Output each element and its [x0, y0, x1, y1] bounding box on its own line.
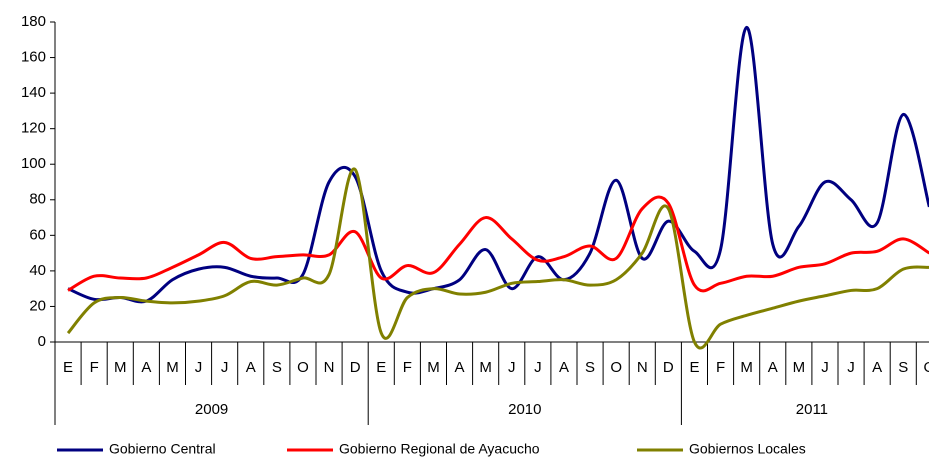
x-tick-label: N	[637, 359, 648, 376]
y-tick-label: 140	[21, 84, 46, 101]
y-tick-label: 40	[29, 262, 46, 279]
x-tick-label: E	[63, 359, 73, 376]
x-tick-label: M	[740, 359, 753, 376]
y-tick-label: 0	[38, 333, 46, 350]
x-tick-label: J	[508, 359, 516, 376]
x-tick-label: A	[872, 359, 882, 376]
x-tick-label: A	[559, 359, 569, 376]
legend-label: Gobiernos Locales	[689, 441, 806, 457]
x-tick-label: N	[324, 359, 335, 376]
y-tick-label: 80	[29, 191, 46, 208]
x-tick-label: A	[768, 359, 778, 376]
x-tick-label: S	[272, 359, 282, 376]
y-tick-label: 120	[21, 120, 46, 137]
y-tick-label: 180	[21, 13, 46, 30]
x-tick-label: J	[195, 359, 203, 376]
x-tick-label: A	[246, 359, 256, 376]
y-tick-label: 20	[29, 297, 46, 314]
series-line	[67, 25, 929, 304]
series-line	[66, 167, 929, 350]
x-tick-label: A	[455, 359, 465, 376]
x-tick-label: O	[297, 359, 309, 376]
y-tick-label: 100	[21, 155, 46, 172]
x-tick-label: M	[166, 359, 179, 376]
x-tick-label: M	[114, 359, 127, 376]
year-label: 2009	[195, 401, 228, 418]
x-tick-label: S	[898, 359, 908, 376]
y-tick-label: 160	[21, 49, 46, 66]
x-tick-label: J	[221, 359, 229, 376]
legend-label: Gobierno Regional de Ayacucho	[339, 441, 540, 457]
x-tick-label: M	[479, 359, 492, 376]
x-tick-label: J	[847, 359, 855, 376]
series-line	[67, 195, 929, 293]
x-tick-label: F	[90, 359, 99, 376]
x-tick-label: A	[141, 359, 151, 376]
x-tick-label: J	[534, 359, 542, 376]
x-tick-label: F	[403, 359, 412, 376]
x-tick-label: F	[716, 359, 725, 376]
x-tick-label: E	[689, 359, 699, 376]
x-tick-label: O	[924, 359, 929, 376]
x-tick-label: S	[585, 359, 595, 376]
year-label: 2010	[508, 401, 541, 418]
x-tick-label: E	[376, 359, 386, 376]
year-label: 2011	[796, 401, 828, 418]
x-tick-label: M	[793, 359, 806, 376]
x-tick-label: D	[350, 359, 361, 376]
x-tick-label: D	[663, 359, 674, 376]
x-tick-label: J	[821, 359, 829, 376]
y-tick-label: 60	[29, 226, 46, 243]
x-tick-label: M	[427, 359, 440, 376]
x-tick-label: O	[610, 359, 622, 376]
legend-label: Gobierno Central	[109, 441, 216, 457]
